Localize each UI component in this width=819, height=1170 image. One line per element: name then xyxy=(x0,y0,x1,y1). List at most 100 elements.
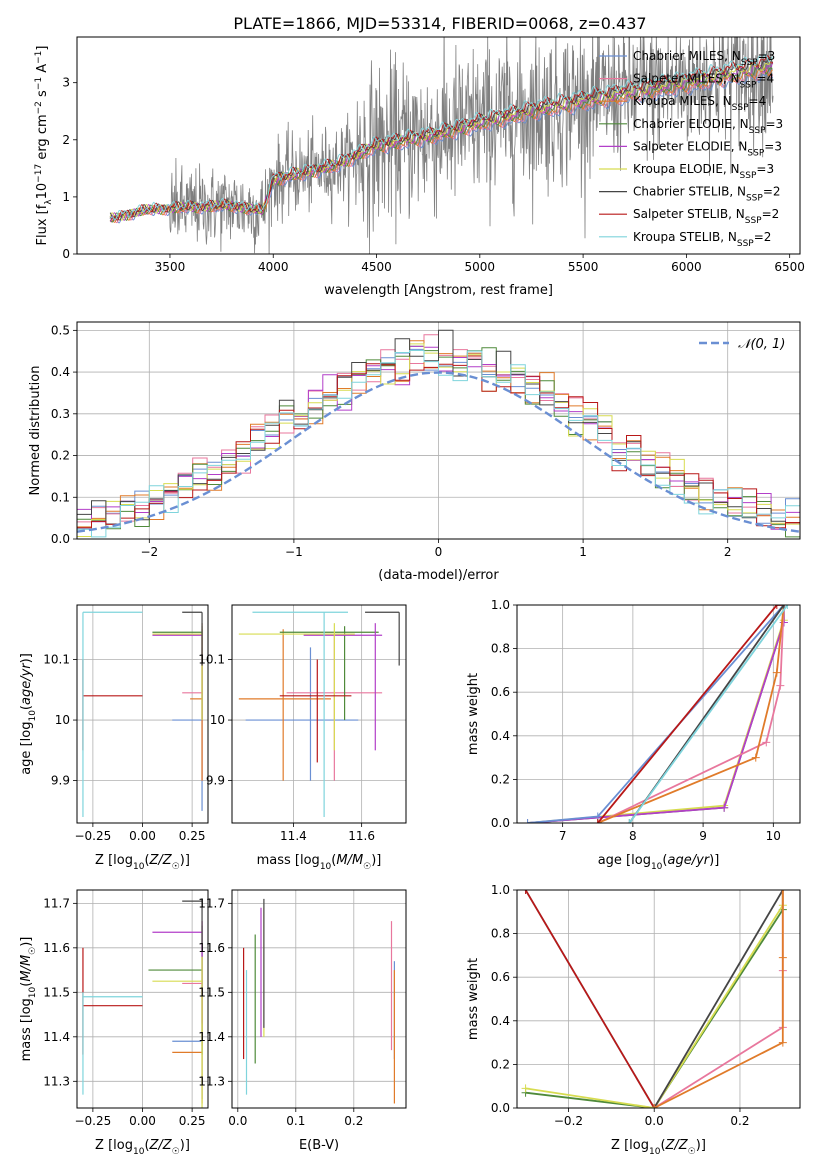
y-tick-label: 0.3 xyxy=(51,407,70,421)
legend-label: Salpeter MILES, NSSP=4 xyxy=(633,72,774,91)
data-point xyxy=(152,626,203,721)
y-axis-label-part: mass [log xyxy=(19,998,34,1061)
x-axis-label-part: Z [log xyxy=(95,853,133,868)
panels: 3500 4000 4500 5000 5500 6000 6500 0 1 2 3 Chabrier… xyxy=(19,36,805,1157)
cumulative-weight-line xyxy=(527,605,785,823)
x-tick-label: 0 xyxy=(435,545,443,559)
y-axis-label-part: −17 xyxy=(34,164,44,183)
plot-area xyxy=(238,611,400,817)
y-axis-label-part: M/M xyxy=(19,955,34,982)
data-point xyxy=(252,611,348,817)
x-axis-label-part: M/M xyxy=(336,853,363,868)
y-tick-label: 11.6 xyxy=(43,941,70,955)
legend-label-part: Kroupa ELODIE, N xyxy=(633,162,740,176)
y-axis-label-part: 10 xyxy=(35,183,50,200)
legend-label-part: =3 xyxy=(756,162,774,176)
x-tick-label: 0.25 xyxy=(179,1114,206,1128)
x-tick-label: −0.2 xyxy=(554,1114,583,1128)
cumulative-weight-marker xyxy=(778,890,787,894)
legend-label-part: SSP xyxy=(746,194,763,204)
legend-label: Kroupa MILES, NSSP=4 xyxy=(633,94,766,113)
x-axis-label: mass [log10(M/M☉)] xyxy=(257,853,382,872)
cumulative-weight-line xyxy=(597,605,785,823)
x-axis-label-part: Z [log xyxy=(611,1138,649,1153)
plot-area xyxy=(521,890,787,1108)
data-point xyxy=(82,947,143,1055)
y-tick-label: 0.2 xyxy=(491,772,510,786)
legend-label: 𝒩(0, 1) xyxy=(738,337,785,352)
x-axis-label: age [log10(age/yr)] xyxy=(598,853,720,872)
y-tick-label: 11.5 xyxy=(43,985,70,999)
x-tick-label: 0.1 xyxy=(286,1114,305,1128)
model-spectrum-line xyxy=(109,53,774,221)
legend-label-part: Salpeter ELODIE, N xyxy=(633,139,747,153)
data-point xyxy=(279,659,352,763)
x-tick-label: 6500 xyxy=(774,260,805,274)
legend-label: Chabrier STELIB, NSSP=2 xyxy=(633,185,781,204)
legend-label: Salpeter STELIB, NSSP=2 xyxy=(633,207,779,226)
x-axis-label-part: Z/Z xyxy=(149,853,173,868)
panel-spectrum: 3500 4000 4500 5000 5500 6000 6500 0 1 2 3 Chabrier… xyxy=(34,36,805,298)
y-tick-label: 0.0 xyxy=(51,532,70,546)
legend-label: Chabrier ELODIE, NSSP=3 xyxy=(633,117,783,136)
legend-label-part: =2 xyxy=(762,207,780,221)
panel-mass-vs-ebv: 0.0 0.1 0.2 11.3 11.4 11.5 11.6 11.7 xyxy=(198,889,407,1128)
x-axis-label-part: ( xyxy=(660,1138,665,1153)
cumulative-weight-marker xyxy=(778,953,787,962)
x-tick-label: 0.00 xyxy=(129,1114,156,1128)
data-point xyxy=(238,623,355,751)
x-axis-label-part: ( xyxy=(331,853,336,868)
y-axis-label: Normed distribution xyxy=(28,366,43,496)
x-tick-label: 11.6 xyxy=(348,829,375,843)
x-axis-label-part: 10 xyxy=(133,862,145,872)
legend-label-part: =3 xyxy=(765,117,783,131)
legend-label-part: =4 xyxy=(756,72,774,86)
x-axis-label-part: 10 xyxy=(651,862,663,872)
data-point xyxy=(365,611,400,666)
y-tick-label: 0.5 xyxy=(51,323,70,337)
x-tick-label: 1 xyxy=(579,545,587,559)
x-tick-label: 0.25 xyxy=(179,829,206,843)
y-tick-label: 9.9 xyxy=(51,774,70,788)
y-axis-label-part: s xyxy=(35,90,50,101)
legend-label: Kroupa ELODIE, NSSP=3 xyxy=(633,162,774,181)
y-axis-label: mass weight xyxy=(466,673,481,755)
plot-area xyxy=(523,605,792,823)
x-axis-label: Z [log10(Z/Z☉)] xyxy=(611,1138,706,1157)
y-axis-label-part: ( xyxy=(19,982,34,987)
plot-area xyxy=(109,37,774,254)
x-tick-label: 10 xyxy=(766,829,781,843)
y-tick-label: 2 xyxy=(62,133,70,147)
x-tick-label: 7 xyxy=(559,829,567,843)
axes-frame xyxy=(76,36,801,255)
y-tick-label: 11.4 xyxy=(43,1030,70,1044)
residual-histogram-step xyxy=(77,350,800,539)
x-axis-label: (data-model)/error xyxy=(378,568,499,583)
y-tick-label: 11.3 xyxy=(43,1074,70,1088)
y-tick-label: 0.4 xyxy=(491,1014,510,1028)
x-tick-label: 6000 xyxy=(671,260,702,274)
panel-cumulative-Z: −0.2 0.0 0.2 0.0 0.2 0.4 0.6 0.8 1.0 Z [log10(Z/Z… xyxy=(466,883,801,1157)
y-axis-label-part: Flux [f xyxy=(35,204,50,245)
y-tick-label: 1.0 xyxy=(491,883,510,897)
y-axis-label-part: −1 xyxy=(34,77,44,90)
y-axis-label-part: erg cm xyxy=(35,114,50,163)
x-tick-label: −0.25 xyxy=(74,1114,111,1128)
panel-residuals: −2 −1 0 1 2 0.0 0.1 0.2 0.3 0.4 0.5 𝒩(0, 1) (data-mo… xyxy=(28,321,801,583)
figure-title: PLATE=1866, MJD=53314, FIBERID=0068, z=0… xyxy=(233,14,646,33)
y-axis-label: mass [log10(M/M☉)] xyxy=(19,937,38,1062)
y-tick-label: 10 xyxy=(55,713,70,727)
cumulative-weight-line xyxy=(628,605,789,823)
y-axis-label: mass weight xyxy=(466,958,481,1040)
cumulative-weight-marker xyxy=(751,753,760,762)
y-tick-label: 11.7 xyxy=(43,896,70,910)
legend-label: Kroupa STELIB, NSSP=2 xyxy=(633,230,771,249)
legend-label-part: Chabrier STELIB, N xyxy=(633,185,746,199)
x-axis-label-part: )] xyxy=(371,853,381,868)
x-tick-label: 8 xyxy=(629,829,637,843)
y-tick-label: 0.1 xyxy=(51,490,70,504)
x-tick-label: 11.4 xyxy=(280,829,307,843)
y-tick-label: 0.2 xyxy=(51,449,70,463)
x-axis-label-part: ☉ xyxy=(172,862,180,872)
